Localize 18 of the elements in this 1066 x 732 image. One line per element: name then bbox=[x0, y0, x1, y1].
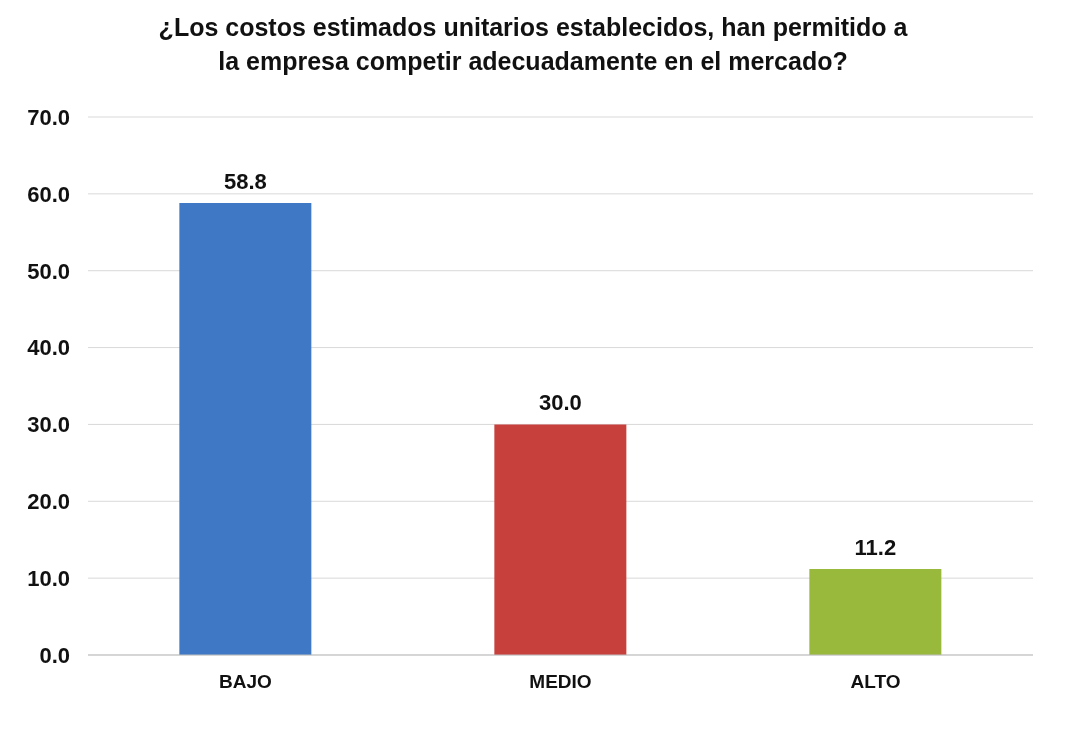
bar bbox=[809, 568, 942, 655]
y-tick-label: 10.0 bbox=[27, 565, 70, 591]
x-tick-label: BAJO bbox=[219, 671, 272, 693]
y-tick-label: 50.0 bbox=[27, 258, 70, 284]
x-tick-label: ALTO bbox=[850, 671, 901, 693]
y-tick-label: 40.0 bbox=[27, 335, 70, 361]
y-tick-label: 20.0 bbox=[27, 489, 70, 515]
data-label: 58.8 bbox=[223, 169, 267, 195]
data-label: 30.0 bbox=[538, 390, 582, 416]
x-tick-label: MEDIO bbox=[529, 671, 592, 693]
bar bbox=[179, 203, 312, 655]
y-tick-label: 60.0 bbox=[27, 181, 70, 207]
chart-title: ¿Los costos estimados unitarios establecidos, han permitido a la empresa competir adecuadamente en el mercado? bbox=[157, 12, 909, 77]
bar bbox=[494, 424, 627, 655]
y-tick-label: 0.0 bbox=[39, 642, 70, 668]
y-tick-label: 70.0 bbox=[27, 104, 70, 130]
y-tick-label: 30.0 bbox=[27, 412, 70, 438]
data-label: 11.2 bbox=[854, 534, 897, 560]
